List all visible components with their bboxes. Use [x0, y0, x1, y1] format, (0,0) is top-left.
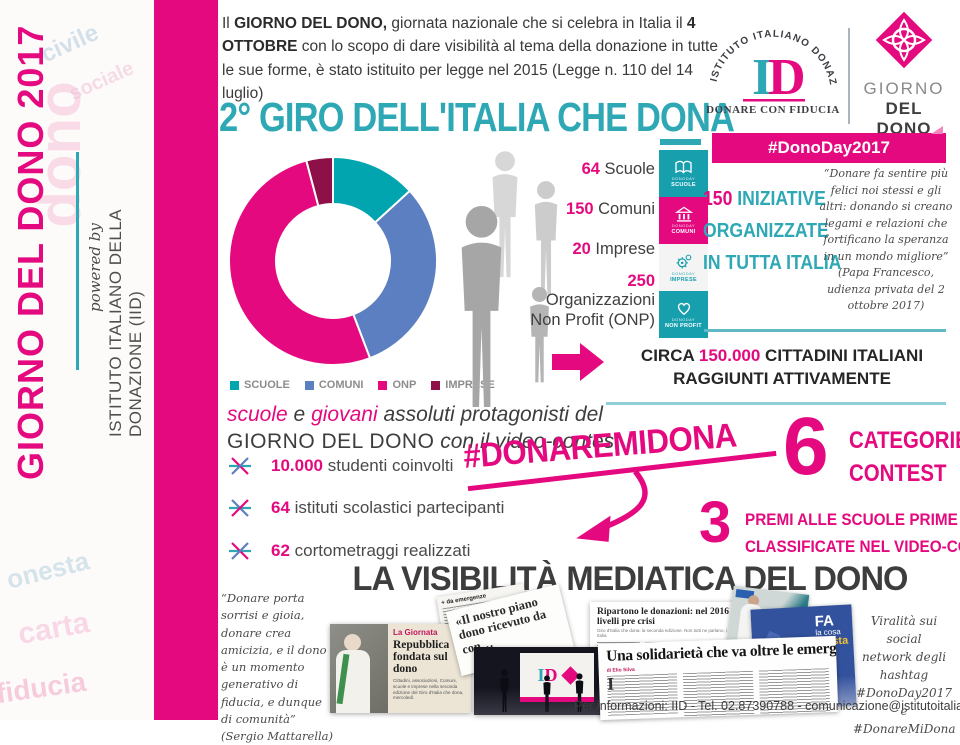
iid-tagline: DONARE CON FIDUCIA	[706, 104, 840, 116]
stat-imprese: 20 Imprese	[572, 240, 655, 258]
chart-legend: SCUOLE COMUNI ONP IMPRESE	[230, 379, 495, 391]
pope-photo	[330, 624, 388, 713]
donoday-tile-strip: DONODAY SCUOLE DONODAY COMUNI DONODAY IM…	[659, 150, 708, 338]
legend-label: SCUOLE	[244, 379, 290, 391]
intro-paragraph: Il GIORNO DEL DONO, giornata nazionale c…	[222, 15, 718, 102]
legend-label: COMUNI	[318, 379, 364, 391]
star-bullet-icon	[229, 457, 251, 475]
protagonisti-heading: scuole e giovani assoluti protagonisti d…	[227, 403, 621, 453]
banner-underline-arrow-icon	[467, 450, 777, 542]
donoday-hashtag-ribbon: #DonoDay2017	[712, 133, 946, 163]
iniziative-block: 150 INIZIATIVE ORGANIZZATE IN TUTTA ITAL…	[703, 188, 842, 274]
donut-slice-imprese	[305, 155, 334, 208]
tile-non-profit: DONODAY NON PROFIT	[659, 291, 708, 338]
tile-imprese: DONODAY IMPRESE	[659, 244, 708, 291]
news-clip-la-giornata: La Giornata Repubblica fondata sul dono …	[330, 624, 471, 713]
sidebar-divider-line	[76, 152, 79, 370]
quote-mattarella: “Donare porta sorrisi e gioia, donare cr…	[221, 591, 334, 743]
legend-swatch	[230, 380, 239, 390]
legend-item-imprese: IMPRESE	[431, 379, 495, 391]
contest-label: CATEGORIE CONTEST	[849, 427, 960, 487]
star-bullet-icon	[229, 499, 251, 517]
watermark-word: fiducia	[0, 665, 88, 710]
premi-label: PREMI ALLE SCUOLE PRIME CLASSIFICATE NEL…	[745, 510, 960, 556]
gdd-logo-line1: GIORNO	[863, 79, 945, 98]
divider-line	[704, 329, 946, 332]
gears-icon	[675, 254, 691, 269]
institute-name-vertical: ISTITUTO ITALIANO DELLA DONAZIONE (IID)	[106, 209, 145, 437]
giorno-del-dono-logo: GIORNO DEL DONO	[858, 8, 950, 139]
legend-swatch	[378, 380, 388, 390]
legend-label: IMPRESE	[445, 379, 495, 391]
donut-chart	[228, 155, 438, 366]
legend-label: ONP	[392, 379, 417, 391]
legend-swatch	[304, 380, 314, 390]
page-title: 2° GIRO DELL'ITALIA CHE DONA	[219, 94, 735, 140]
legend-swatch	[431, 380, 441, 390]
contest-number-6: 6	[783, 401, 829, 492]
logo-divider	[848, 28, 850, 124]
iid-letter-i: I	[752, 49, 772, 106]
watermark-word: onesta	[3, 545, 93, 595]
stat-scuole: 64 Scuole	[581, 160, 655, 178]
right-arrow-icon	[552, 343, 604, 381]
tv-pink-strip	[520, 697, 594, 702]
tile-comuni: DONODAY COMUNI	[659, 197, 708, 244]
star-bullet-icon	[229, 542, 251, 560]
stat-comuni: 150 Comuni	[566, 200, 655, 218]
tile-scuole: DONODAY SCUOLE	[659, 150, 708, 197]
reach-statement: CIRCA 150.000 CITTADINI ITALIANI RAGGIUN…	[640, 346, 924, 388]
quote-papa-francesco: “Donare fa sentire più felici noi stessi…	[819, 167, 953, 312]
gdd-diamond-icon	[875, 11, 933, 69]
clip-headline: Repubblica fondata sul dono	[393, 639, 450, 676]
social-virality-note: Viralità sui social network degli hashta…	[853, 614, 956, 736]
premi-number-3: 3	[699, 490, 732, 555]
watermark-word: sociale	[66, 57, 138, 105]
media-section-title: LA VISIBILITÀ MEDIATICA DEL DONO	[352, 560, 909, 598]
donaremidona-banner: #DONAREMIDONA	[462, 413, 788, 579]
heart-icon	[677, 302, 690, 316]
event-title-vertical: GIORNO DEL DONO 2017	[10, 24, 51, 480]
powered-by-label: powered by	[86, 223, 104, 312]
iid-letter-d: D	[768, 49, 806, 106]
donut-slice-onp	[228, 159, 372, 366]
iid-underline	[743, 99, 805, 102]
bullet-cortometraggi: 62 cortometraggi realizzati	[227, 538, 470, 564]
contact-info: Per informazioni: IID - Tel. 02.87390788…	[574, 699, 960, 713]
stat-onp: 250 Organizzazioni Non Profit (ONP)	[530, 272, 655, 329]
bullet-istituti: 64 istituti scolastici partecipanti	[227, 495, 504, 521]
legend-item-onp: ONP	[378, 379, 416, 391]
clip-body: Cittadini, associazioni, Comuni, scuole …	[393, 678, 464, 701]
iid-logo: ISTITUTO ITALIANO DONAZIONE I D	[700, 6, 837, 106]
photo-face	[344, 634, 361, 651]
book-icon	[675, 160, 692, 174]
sidebar-magenta-bar	[154, 0, 218, 720]
clip-masthead: La Giornata	[393, 628, 438, 637]
divider-line	[606, 402, 946, 405]
legend-item-comuni: COMUNI	[304, 379, 364, 391]
watermark-word: carta	[15, 606, 92, 651]
bank-icon	[674, 206, 693, 222]
donut-slice-comuni	[351, 189, 438, 360]
legend-item-scuole: SCUOLE	[230, 379, 290, 391]
bullet-studenti: 10.000 studenti coinvolti	[227, 453, 453, 479]
title-underline	[660, 139, 701, 145]
